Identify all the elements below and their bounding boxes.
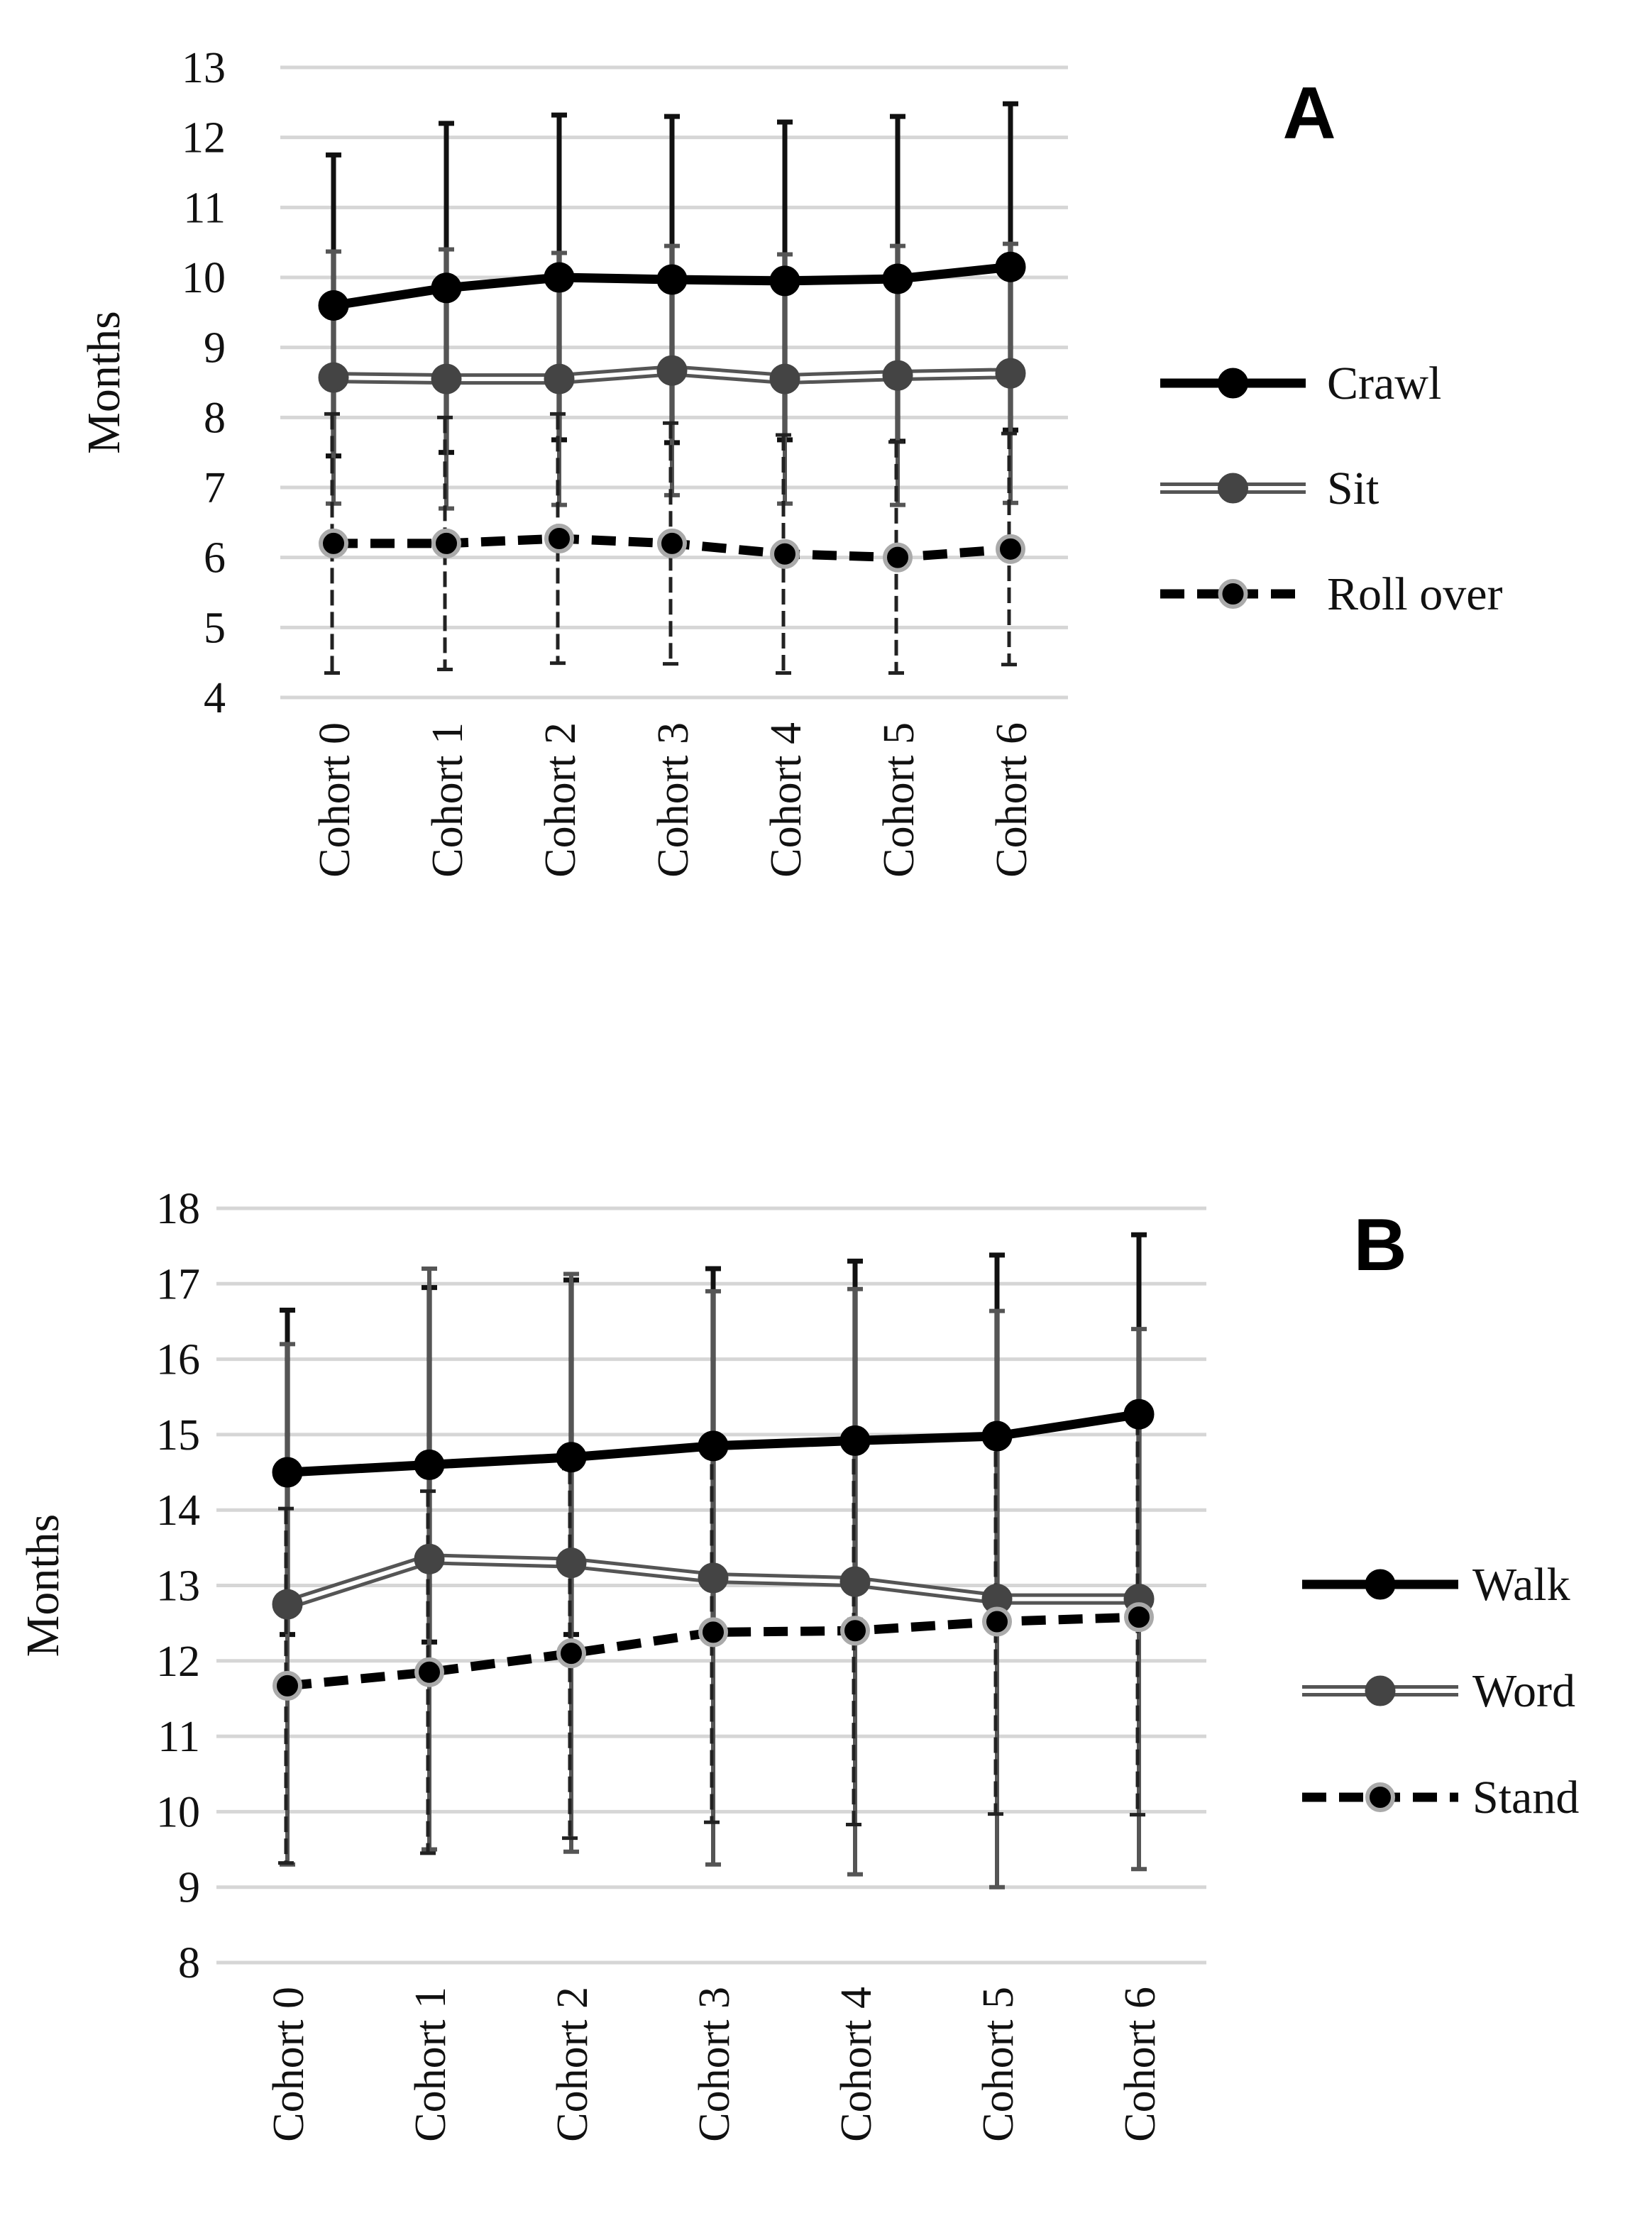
panel-b-y-tick-label: 12 xyxy=(156,1638,200,1686)
panel-b-stand-point xyxy=(982,1606,1012,1637)
panel-a-y-tick-label: 12 xyxy=(182,114,226,162)
panel-a-roll-over-point xyxy=(657,528,687,558)
panel-b-stand-point xyxy=(1124,1602,1154,1633)
panel-a-chart: 4 5 6 7 8 9 10 11 12 13 Cohort 0 Cohort 1 Cohort 2 Co… xyxy=(78,44,1502,878)
panel-a-y-tick-label: 13 xyxy=(182,44,226,92)
panel-b-word-point xyxy=(272,1589,303,1620)
panel-a-y-tick-label: 7 xyxy=(204,464,226,512)
panel-b-chart: 8 9 10 11 12 13 14 15 16 17 18 Cohort 0 Cohort 1 Coho… xyxy=(17,1185,1579,2142)
panel-a-roll-over-point xyxy=(883,542,913,573)
panel-b-y-tick-label: 18 xyxy=(156,1185,200,1233)
panel-b-walk-point xyxy=(556,1442,587,1473)
panel-b-legend-word-label: Word xyxy=(1472,1665,1575,1717)
panel-a-x-tick-label: Cohort 5 xyxy=(875,722,923,878)
panel-a-sit-point xyxy=(769,363,800,395)
panel-a-sit-point xyxy=(318,362,349,393)
panel-b-x-tick-label: Cohort 4 xyxy=(832,1987,881,2142)
panel-a-legend-crawl-marker xyxy=(1218,368,1248,399)
panel-a-roll-over-point xyxy=(431,528,461,558)
panel-b-y-axis-title: Months xyxy=(17,1514,69,1657)
panel-a-crawl-point xyxy=(431,272,462,304)
panel-b-stand-point xyxy=(840,1616,870,1646)
panel-b-y-tick-label: 17 xyxy=(156,1260,200,1308)
panel-a-y-tick-label: 4 xyxy=(204,674,226,722)
panel-b-y-tick-label: 9 xyxy=(178,1864,200,1912)
panel-a-crawl-point xyxy=(769,265,800,297)
panel-b-x-tick-label: Cohort 1 xyxy=(407,1987,455,2142)
panel-a-sit-point xyxy=(656,355,688,386)
panel-a-legend-roll-over-marker xyxy=(1218,579,1248,609)
panel-b-x-tick-label: Cohort 5 xyxy=(974,1987,1023,2142)
panel-b-y-tick-label: 8 xyxy=(178,1939,200,1987)
panel-a-y-tick-label: 8 xyxy=(204,394,226,442)
panel-a-legend-sit-label: Sit xyxy=(1327,463,1379,514)
panel-b-x-tick-label: Cohort 2 xyxy=(549,1987,597,2142)
panel-a-sit-point xyxy=(544,363,575,395)
panel-b-y-tick-label: 14 xyxy=(156,1486,200,1535)
panel-a-legend-crawl-label: Crawl xyxy=(1327,358,1441,409)
panel-a-x-tick-label: Cohort 4 xyxy=(762,722,810,878)
panel-a-x-tick-label: Cohort 3 xyxy=(649,722,698,878)
panel-a-x-tick-label: Cohort 6 xyxy=(988,722,1036,878)
panel-b-legend-stand-marker xyxy=(1365,1782,1395,1812)
panel-a-x-tick-label: Cohort 1 xyxy=(424,722,472,878)
panel-b-y-tick-label: 15 xyxy=(156,1411,200,1460)
panel-b-word-point xyxy=(414,1543,445,1574)
panel-b-y-tick-label: 11 xyxy=(158,1713,200,1761)
panel-b-legend-word-marker xyxy=(1365,1675,1396,1706)
panel-b-stand-point xyxy=(414,1657,444,1687)
panel-a-y-tick-label: 9 xyxy=(204,324,226,373)
panel-a-roll-over-point xyxy=(770,539,800,569)
panel-a-y-tick-label: 6 xyxy=(204,534,226,583)
panel-a-legend-roll-over-label: Roll over xyxy=(1327,568,1502,620)
panel-b-word-point xyxy=(698,1562,729,1594)
panel-a-sit-point xyxy=(431,363,462,395)
panel-b-word-point xyxy=(556,1547,587,1579)
panel-b-x-tick-label: Cohort 0 xyxy=(265,1987,313,2142)
panel-b-walk-point xyxy=(414,1449,445,1480)
panel-b-label: B xyxy=(1353,1204,1406,1286)
panel-b-walk-point xyxy=(272,1457,303,1488)
panel-b-legend-walk-label: Walk xyxy=(1472,1559,1570,1611)
panel-b-y-tick-label: 10 xyxy=(156,1788,200,1836)
panel-a-y-axis-title: Months xyxy=(78,311,130,454)
panel-a-crawl-point xyxy=(882,263,913,294)
panel-a-sit-point xyxy=(882,360,913,391)
panel-a-crawl-point xyxy=(656,264,688,295)
panel-b-walk-point xyxy=(981,1420,1013,1452)
panel-b-y-tick-label: 16 xyxy=(156,1336,200,1384)
panel-b-x-tick-label: Cohort 6 xyxy=(1116,1987,1164,2142)
panel-b-walk-point xyxy=(839,1425,871,1456)
panel-a-x-tick-label: Cohort 0 xyxy=(311,722,359,878)
panel-b-walk-point xyxy=(698,1430,729,1462)
panel-b-legend-walk-marker xyxy=(1365,1569,1396,1600)
panel-b-stand-point xyxy=(272,1670,302,1701)
panel-a-crawl-point xyxy=(544,262,575,293)
panel-b-stand-point xyxy=(556,1638,586,1669)
panel-b-word-point xyxy=(839,1566,871,1597)
panel-b-x-tick-label: Cohort 3 xyxy=(690,1987,739,2142)
panel-b-walk-point xyxy=(1123,1398,1155,1430)
panel-a-roll-over-point xyxy=(544,524,574,554)
panel-a-x-tick-label: Cohort 2 xyxy=(536,722,585,878)
panel-b-legend-stand-label: Stand xyxy=(1472,1772,1579,1824)
panel-b-stand-point xyxy=(698,1617,728,1648)
panel-a-crawl-point xyxy=(318,289,349,321)
panel-b-y-tick-label: 13 xyxy=(156,1562,200,1611)
panel-a-roll-over-point xyxy=(319,528,348,558)
panel-a-y-tick-label: 10 xyxy=(182,254,226,302)
panel-a-y-tick-label: 5 xyxy=(204,604,226,652)
panel-a-sit-point xyxy=(995,358,1026,389)
panel-a-y-tick-label: 11 xyxy=(183,184,226,232)
panel-a-legend-sit-marker xyxy=(1218,473,1248,504)
panel-a-roll-over-point xyxy=(996,534,1025,564)
panel-a-label: A xyxy=(1282,72,1336,155)
panel-a-crawl-point xyxy=(995,251,1026,282)
